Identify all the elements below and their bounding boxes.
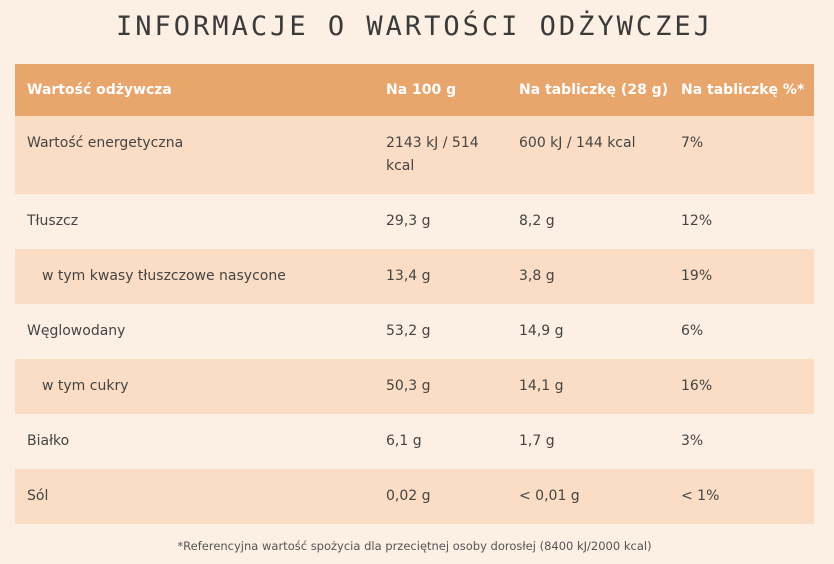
- value-per-100g: 50,3 g: [374, 359, 507, 414]
- value-percent: 6%: [669, 304, 814, 359]
- nutrient-name: Węglowodany: [15, 304, 374, 359]
- nutrient-name: w tym cukry: [15, 359, 374, 414]
- footnote: *Referencyjna wartość spożycia dla przec…: [177, 539, 652, 553]
- nutrient-name: Tłuszcz: [15, 194, 374, 249]
- value-per-bar: 1,7 g: [507, 414, 669, 469]
- value-percent: 7%: [669, 116, 814, 194]
- value-per-bar: 600 kJ / 144 kcal: [507, 116, 669, 194]
- value-per-100g: 6,1 g: [374, 414, 507, 469]
- page-title: INFORMACJE O WARTOŚCI ODŻYWCZEJ: [116, 11, 713, 42]
- value-per-bar: < 0,01 g: [507, 469, 669, 524]
- nutrient-name: w tym kwasy tłuszczowe nasycone: [15, 249, 374, 304]
- nutrient-name: Białko: [15, 414, 374, 469]
- value-per-100g: 53,2 g: [374, 304, 507, 359]
- table-row: Wartość energetyczna 2143 kJ / 514 kcal …: [15, 116, 814, 194]
- value-percent: 3%: [669, 414, 814, 469]
- value-percent: < 1%: [669, 469, 814, 524]
- table-header-row: Wartość odżywcza Na 100 g Na tabliczkę (…: [15, 64, 814, 116]
- table-row: w tym cukry 50,3 g 14,1 g 16%: [15, 359, 814, 414]
- value-per-bar: 14,9 g: [507, 304, 669, 359]
- value-per-100g: 0,02 g: [374, 469, 507, 524]
- value-per-bar: 8,2 g: [507, 194, 669, 249]
- value-per-100g: 2143 kJ / 514 kcal: [374, 116, 507, 194]
- table-row: Białko 6,1 g 1,7 g 3%: [15, 414, 814, 469]
- header-nutrient: Wartość odżywcza: [15, 64, 374, 116]
- value-per-bar: 14,1 g: [507, 359, 669, 414]
- header-per-bar: Na tabliczkę (28 g): [507, 64, 669, 116]
- value-per-100g: 13,4 g: [374, 249, 507, 304]
- header-per-100g: Na 100 g: [374, 64, 507, 116]
- value-percent: 12%: [669, 194, 814, 249]
- table-row: Sól 0,02 g < 0,01 g < 1%: [15, 469, 814, 524]
- value-percent: 16%: [669, 359, 814, 414]
- table-row: Tłuszcz 29,3 g 8,2 g 12%: [15, 194, 814, 249]
- value-per-bar: 3,8 g: [507, 249, 669, 304]
- table-row: Węglowodany 53,2 g 14,9 g 6%: [15, 304, 814, 359]
- nutrition-table: Wartość odżywcza Na 100 g Na tabliczkę (…: [15, 64, 814, 524]
- nutrient-name: Wartość energetyczna: [15, 116, 374, 194]
- value-percent: 19%: [669, 249, 814, 304]
- table-row: w tym kwasy tłuszczowe nasycone 13,4 g 3…: [15, 249, 814, 304]
- nutrient-name: Sól: [15, 469, 374, 524]
- value-per-100g: 29,3 g: [374, 194, 507, 249]
- header-per-bar-percent: Na tabliczkę %*: [669, 64, 814, 116]
